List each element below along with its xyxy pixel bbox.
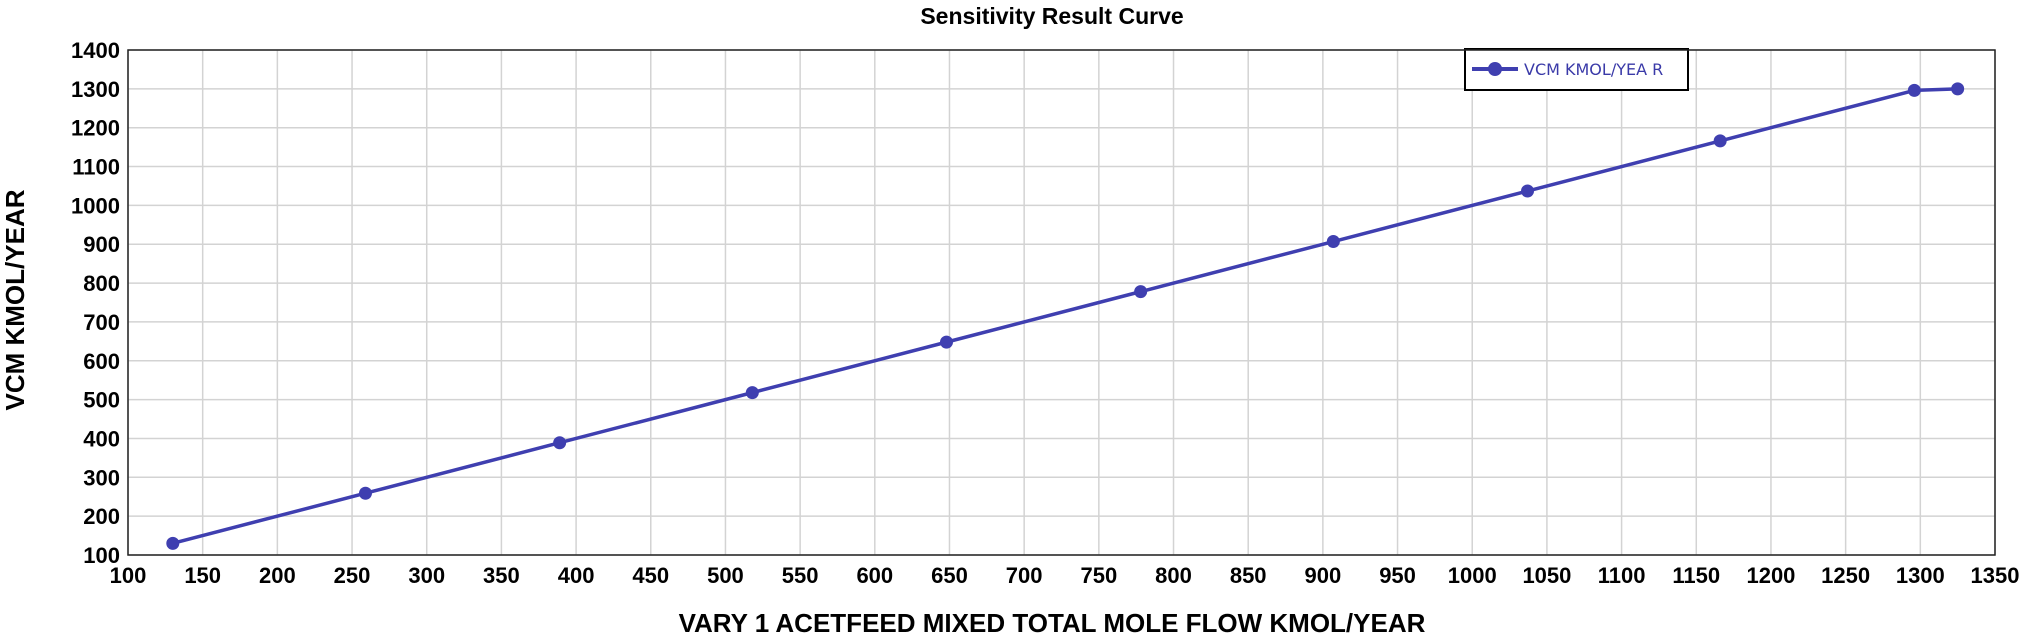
data-point (1521, 184, 1535, 198)
x-tick-label: 150 (184, 563, 221, 588)
data-point (166, 536, 180, 550)
x-tick-label: 950 (1379, 563, 1416, 588)
plot-frame (127, 49, 1996, 556)
x-tick-label: 800 (1155, 563, 1192, 588)
y-tick-label: 1300 (71, 77, 120, 102)
legend-marker (1488, 62, 1502, 76)
x-tick-label: 1200 (1746, 563, 1795, 588)
x-tick-label: 450 (632, 563, 669, 588)
x-tick-label: 300 (408, 563, 445, 588)
y-tick-label: 300 (83, 465, 120, 490)
x-tick-label: 550 (782, 563, 819, 588)
y-tick-label: 1100 (72, 155, 120, 180)
y-tick-label: 700 (83, 310, 120, 335)
y-tick-label: 400 (83, 426, 120, 451)
x-tick-label: 1000 (1448, 563, 1497, 588)
x-tick-label: 1100 (1598, 563, 1646, 588)
plot-area (128, 50, 1995, 555)
x-tick-label: 500 (707, 563, 744, 588)
y-tick-label: 500 (83, 388, 120, 413)
x-tick-label: 600 (856, 563, 893, 588)
y-tick-label: 100 (83, 543, 120, 568)
x-tick-label: 350 (483, 563, 520, 588)
x-tick-label: 250 (334, 563, 371, 588)
x-axis-label: VARY 1 ACETFEED MIXED TOTAL MOLE FLOW KM… (679, 608, 1426, 637)
data-point (1907, 83, 1921, 97)
data-point (1713, 134, 1727, 148)
x-tick-label: 1250 (1821, 563, 1870, 588)
x-tick-label: 700 (1006, 563, 1043, 588)
x-tick-label: 200 (259, 563, 296, 588)
y-tick-labels: 100 200 300 400 500 600 700 800 900 1000 1100 1200 1… (71, 38, 120, 568)
legend: VCM KMOL/YEA R (1464, 48, 1689, 91)
x-tick-label: 1300 (1896, 563, 1945, 588)
y-tick-label: 900 (83, 232, 120, 257)
x-tick-label: 1150 (1672, 563, 1720, 588)
y-tick-label: 600 (83, 349, 120, 374)
x-tick-label: 1050 (1522, 563, 1571, 588)
series-group (166, 82, 1965, 550)
x-tick-label: 400 (558, 563, 595, 588)
chart-title: Sensitivity Result Curve (920, 3, 1183, 29)
y-tick-label: 800 (83, 271, 120, 296)
y-tick-label: 1400 (71, 38, 120, 63)
data-point (553, 436, 567, 450)
x-tick-label: 750 (1080, 563, 1117, 588)
x-tick-labels: 100 150 200 250 300 350 400 450 500 550 600 650 700 7… (110, 563, 2020, 588)
data-point (939, 335, 953, 349)
y-tick-label: 200 (83, 504, 120, 529)
data-point (358, 486, 372, 500)
data-point (1134, 285, 1148, 299)
x-tick-label: 900 (1305, 563, 1342, 588)
y-axis-label: VCM KMOL/YEAR (0, 189, 30, 410)
y-tick-label: 1200 (71, 116, 120, 141)
x-tick-label: 850 (1230, 563, 1267, 588)
data-point (1326, 235, 1340, 249)
data-point (1951, 82, 1965, 96)
x-tick-label: 100 (110, 563, 147, 588)
x-tick-label: 1350 (1971, 563, 2020, 588)
y-tick-label: 1000 (71, 193, 120, 218)
legend-label: VCM KMOL/YEA R (1524, 60, 1663, 79)
data-point (745, 386, 759, 400)
x-tick-label: 650 (931, 563, 968, 588)
